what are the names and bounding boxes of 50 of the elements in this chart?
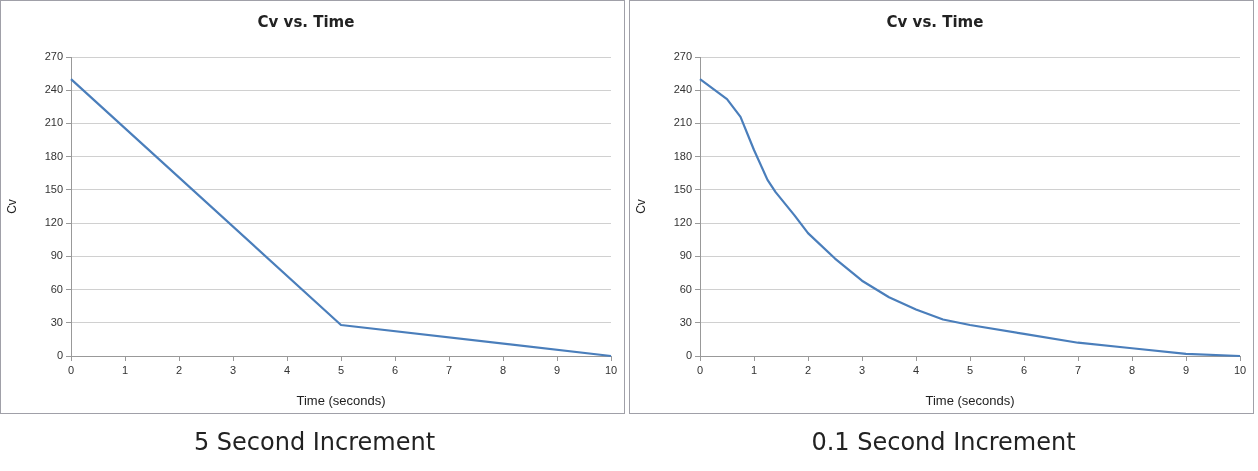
x-tick-label: 4 (283, 363, 291, 376)
y-tick-label: 270 (44, 50, 63, 63)
x-tick-label: 6 (1020, 363, 1028, 376)
y-tick-label: 0 (56, 349, 63, 362)
y-tick-label: 120 (673, 216, 692, 229)
y-tick-label: 60 (679, 282, 692, 295)
x-tick-label: 0 (67, 363, 75, 376)
x-tick-label: 8 (1128, 363, 1136, 376)
y-tick-label: 240 (44, 83, 63, 96)
y-tick-label: 180 (673, 149, 692, 162)
x-tick-label: 0 (696, 363, 704, 376)
x-tick-label: 1 (121, 363, 129, 376)
chart-title: Cv vs. Time (886, 12, 984, 31)
y-tick-label: 210 (44, 116, 63, 129)
x-tick-label: 9 (1182, 363, 1190, 376)
y-tick-label: 150 (44, 182, 63, 195)
x-tick-label: 10 (1233, 363, 1247, 376)
x-tick-label: 9 (553, 363, 561, 376)
y-tick-label: 30 (679, 315, 692, 328)
y-tick-label: 240 (673, 83, 692, 96)
x-tick-label: 10 (604, 363, 618, 376)
y-axis-title: Cv (633, 199, 648, 214)
x-tick-label: 2 (175, 363, 183, 376)
x-tick-label: 1 (750, 363, 758, 376)
y-tick-label: 0 (685, 349, 692, 362)
y-tick-label: 120 (44, 216, 63, 229)
x-tick-label: 6 (391, 363, 399, 376)
y-axis-title: Cv (4, 199, 19, 214)
x-tick-label: 3 (229, 363, 237, 376)
text: 0.1 Second Increment (810, 428, 1077, 456)
x-tick-label: 8 (499, 363, 507, 376)
x-axis-title: Time (seconds) (296, 392, 386, 408)
y-tick-label: 150 (673, 182, 692, 195)
x-tick-label: 2 (804, 363, 812, 376)
x-tick-label: 5 (966, 363, 974, 376)
x-tick-label: 7 (445, 363, 453, 376)
x-tick-label: 3 (858, 363, 866, 376)
y-tick-label: 30 (50, 315, 63, 328)
y-tick-label: 270 (673, 50, 692, 63)
x-tick-label: 7 (1074, 363, 1082, 376)
text: 5 Second Increment (192, 428, 437, 456)
x-tick-label: 4 (912, 363, 920, 376)
y-tick-label: 90 (50, 249, 63, 262)
y-tick-label: 90 (679, 249, 692, 262)
chart-title: Cv vs. Time (257, 12, 355, 31)
x-axis-title: Time (seconds) (925, 392, 1015, 408)
y-tick-label: 210 (673, 116, 692, 129)
x-tick-label: 5 (337, 363, 345, 376)
y-tick-label: 60 (50, 282, 63, 295)
y-tick-label: 180 (44, 149, 63, 162)
